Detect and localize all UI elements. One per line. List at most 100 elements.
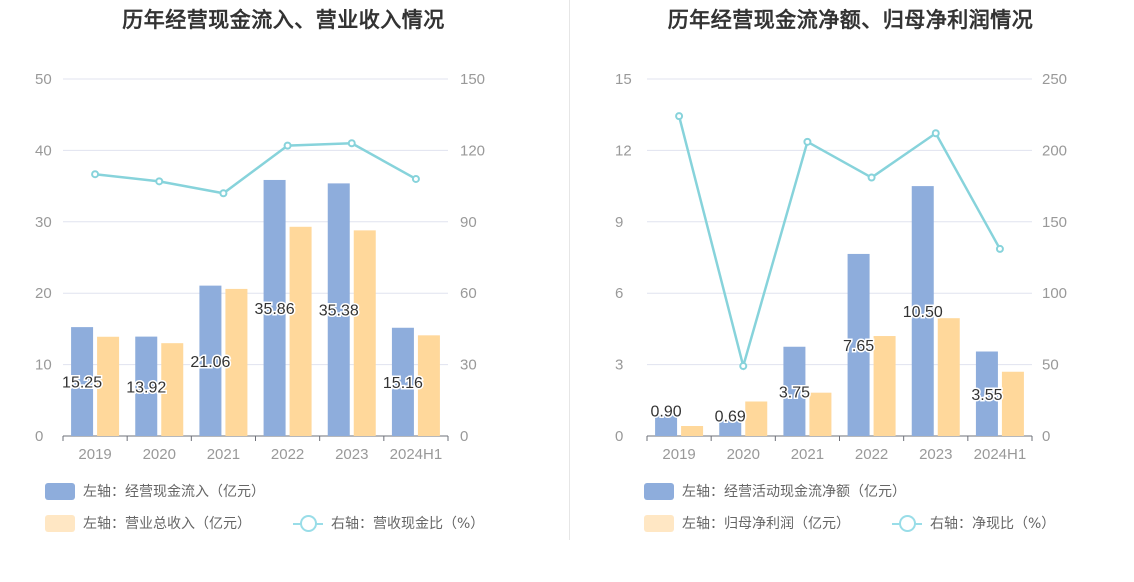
data-label: 15.25 <box>62 375 102 392</box>
line-point <box>219 189 228 198</box>
x-tick-label: 2023 <box>919 446 952 463</box>
y-tick-right: 60 <box>460 285 477 302</box>
bar-primary <box>199 285 222 436</box>
y-tick-right: 90 <box>460 214 477 231</box>
bar-primary <box>975 351 998 436</box>
y-tick-left: 9 <box>615 214 623 231</box>
bar-primary <box>847 253 870 436</box>
x-tick-label: 2020 <box>727 446 760 463</box>
line-point <box>283 141 292 150</box>
line-series <box>677 115 1002 371</box>
y-tick-right: 120 <box>460 142 485 159</box>
legend-label: 右轴：营收现金比（%） <box>331 516 485 532</box>
data-label: 35.86 <box>255 301 295 318</box>
line-point <box>739 362 748 371</box>
line-point <box>867 173 876 182</box>
y-tick-left: 6 <box>615 285 623 302</box>
data-label: 0.90 <box>651 404 682 421</box>
bar-secondary <box>809 392 832 436</box>
right-chart-panel: 历年经营现金流净额、归母净利润情况 0 0 3 50 6 100 9 150 12 200 15 25… <box>567 0 1134 582</box>
bar-secondary <box>745 401 768 436</box>
line-point <box>411 174 420 183</box>
bar-secondary <box>353 230 376 436</box>
data-label: 0.69 <box>715 409 746 426</box>
x-tick-label: 2021 <box>207 446 240 463</box>
data-label: 3.75 <box>779 384 810 401</box>
line-point <box>91 170 100 179</box>
bar-secondary <box>1001 371 1024 436</box>
x-tick-label: 2021 <box>791 446 824 463</box>
x-tick-label: 2023 <box>335 446 368 463</box>
bar-primary <box>135 336 158 436</box>
bar-secondary <box>97 336 120 436</box>
legend-swatch-orange <box>644 514 674 532</box>
bar-primary <box>655 414 678 436</box>
data-label: 15.16 <box>383 375 423 392</box>
y-tick-left: 30 <box>35 214 52 231</box>
line-point <box>155 177 164 186</box>
bar-primary <box>783 346 806 436</box>
x-tick-label: 2019 <box>78 446 111 463</box>
y-tick-left: 20 <box>35 285 52 302</box>
y-tick-left: 15 <box>615 71 632 88</box>
line-series <box>94 141 417 195</box>
legend-item-revenue[interactable]: 左轴：营业总收入（亿元） <box>45 513 251 533</box>
bar-primary <box>911 186 934 436</box>
data-label: 3.55 <box>971 387 1002 404</box>
legend-item-ratio[interactable]: 右轴：营收现金比（%） <box>293 513 484 533</box>
y-tick-right: 200 <box>1042 142 1067 159</box>
data-label: 13.92 <box>126 379 166 396</box>
y-tick-left: 3 <box>615 357 623 374</box>
line-point <box>803 137 812 146</box>
left-chart-svg: 0 0 10 30 20 60 30 90 40 120 50 150 2019 2020 2021 2022… <box>35 71 485 463</box>
data-label: 7.65 <box>843 338 874 355</box>
bar-primary <box>263 179 286 436</box>
y-tick-right: 250 <box>1042 71 1067 88</box>
y-tick-right: 150 <box>1042 214 1067 231</box>
bar-secondary <box>681 426 704 436</box>
data-label: 10.50 <box>903 304 943 321</box>
bar-primary <box>391 327 414 436</box>
bar-secondary <box>225 288 248 436</box>
x-tick-label: 2022 <box>271 446 304 463</box>
y-tick-left: 0 <box>35 428 43 445</box>
x-tick-label: 2019 <box>662 446 695 463</box>
line-point <box>675 112 684 121</box>
bar-primary <box>71 327 94 436</box>
y-tick-left: 50 <box>35 71 52 88</box>
bar-secondary <box>873 336 896 436</box>
x-tick-label: 2022 <box>855 446 888 463</box>
legend-item-net-cash[interactable]: 左轴：经营活动现金流净额（亿元） <box>644 481 906 501</box>
line-point <box>995 244 1004 253</box>
y-tick-right: 100 <box>1042 285 1067 302</box>
legend-swatch-blue <box>45 482 75 500</box>
legend-line-icon <box>293 514 323 532</box>
bar-secondary <box>937 318 960 436</box>
legend-item-cash-inflow[interactable]: 左轴：经营现金流入（亿元） <box>45 481 265 501</box>
chart-title: 历年经营现金流入、营业收入情况 <box>122 8 445 32</box>
y-tick-left: 0 <box>615 428 623 445</box>
bar-primary <box>719 419 742 436</box>
right-chart-svg: 0 0 3 50 6 100 9 150 12 200 15 250 2019 2020 2021 2022 2… <box>615 71 1067 463</box>
legend-item-net-ratio[interactable]: 右轴：净现比（%） <box>892 513 1055 533</box>
legend-line-icon <box>892 514 922 532</box>
legend-label: 左轴：营业总收入（亿元） <box>83 516 251 532</box>
legend-swatch-blue <box>644 482 674 500</box>
bar-secondary <box>289 226 312 436</box>
legend-label: 左轴：经营现金流入（亿元） <box>83 484 265 500</box>
legend-item-net-profit[interactable]: 左轴：归母净利润（亿元） <box>644 513 850 533</box>
panel-divider <box>569 0 570 540</box>
line-point <box>347 139 356 148</box>
x-tick-label: 2024H1 <box>974 446 1027 463</box>
chart-title: 历年经营现金流净额、归母净利润情况 <box>667 8 1034 32</box>
data-label: 35.38 <box>319 303 359 320</box>
y-tick-right: 30 <box>460 357 477 374</box>
y-tick-right: 150 <box>460 71 485 88</box>
x-tick-label: 2020 <box>143 446 176 463</box>
bar-primary <box>327 183 350 436</box>
y-tick-left: 12 <box>615 142 632 159</box>
legend-swatch-orange <box>45 514 75 532</box>
y-tick-right: 0 <box>1042 428 1050 445</box>
x-tick-label: 2024H1 <box>390 446 443 463</box>
legend-label: 左轴：归母净利润（亿元） <box>682 516 850 532</box>
